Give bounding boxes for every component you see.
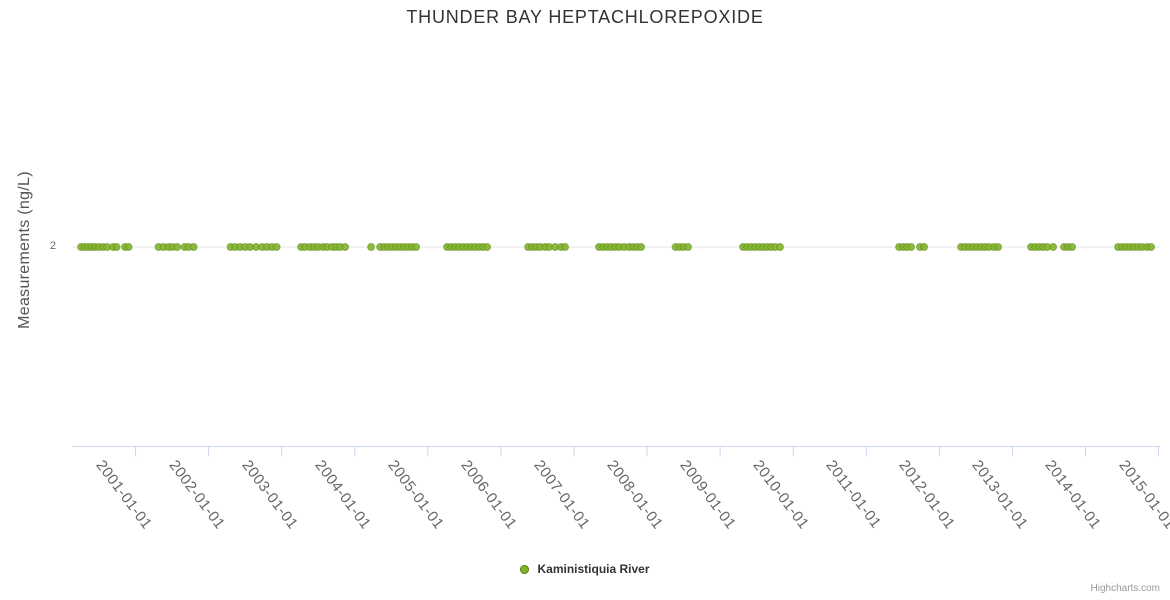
- data-point[interactable]: [173, 243, 182, 251]
- data-point[interactable]: [907, 243, 916, 251]
- data-point[interactable]: [1049, 243, 1058, 251]
- legend[interactable]: Kaministiquia River: [0, 562, 1170, 576]
- data-point[interactable]: [637, 243, 646, 251]
- legend-label: Kaministiquia River: [537, 562, 650, 576]
- data-point[interactable]: [920, 243, 929, 251]
- data-point[interactable]: [367, 243, 376, 251]
- data-point[interactable]: [341, 243, 350, 251]
- data-point[interactable]: [994, 243, 1003, 251]
- y-tick-label: 2: [49, 240, 56, 252]
- credits-link[interactable]: Highcharts.com: [1090, 583, 1160, 594]
- data-point[interactable]: [1068, 243, 1077, 251]
- data-point[interactable]: [684, 243, 692, 251]
- legend-marker-icon: [520, 564, 530, 574]
- data-point[interactable]: [124, 243, 133, 251]
- data-point[interactable]: [189, 243, 198, 251]
- data-point[interactable]: [776, 243, 784, 251]
- data-point[interactable]: [272, 243, 281, 251]
- data-point[interactable]: [1147, 243, 1156, 251]
- chart-title: THUNDER BAY HEPTACHLOREPOXIDE: [406, 7, 764, 27]
- data-point[interactable]: [412, 243, 421, 251]
- data-point[interactable]: [483, 243, 492, 251]
- data-point[interactable]: [112, 243, 121, 251]
- data-point[interactable]: [561, 243, 570, 251]
